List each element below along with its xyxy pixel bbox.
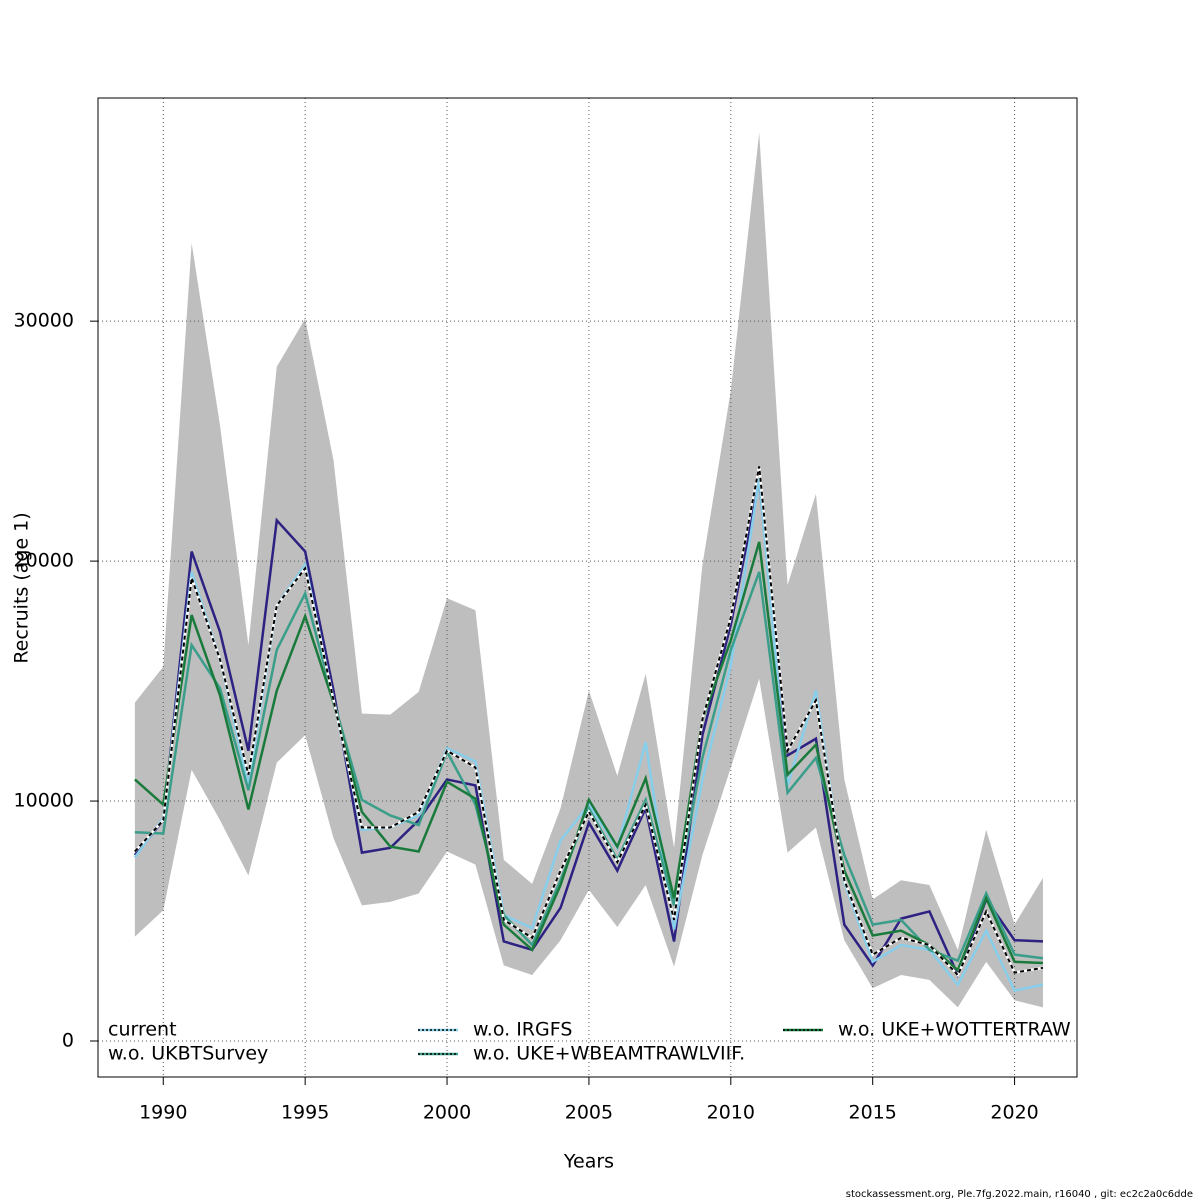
- x-tick-label: 2005: [565, 1102, 613, 1124]
- x-tick-label: 1990: [139, 1102, 187, 1124]
- series-line: [133, 480, 1044, 979]
- x-axis-label: Years: [563, 1151, 614, 1173]
- legend-label: w.o. UKE+WOTTERTRAW: [838, 1019, 1071, 1041]
- series-line: [134, 541, 1044, 973]
- y-tick-label: 0: [62, 1030, 74, 1052]
- y-tick-label: 10000: [14, 790, 74, 812]
- x-tick-label: 2020: [990, 1102, 1038, 1124]
- x-tick-label: 1995: [281, 1102, 329, 1124]
- y-tick-label: 20000: [14, 550, 74, 572]
- legend-label: w.o. IRGFS: [473, 1019, 572, 1041]
- series-line-halo: [133, 466, 1044, 978]
- x-tick-label: 2000: [423, 1102, 471, 1124]
- plot-frame: [97, 97, 1078, 1078]
- x-tick-label: 2015: [849, 1102, 897, 1124]
- y-tick-label: 30000: [14, 310, 74, 332]
- y-axis-label: Recruits (age 1): [11, 512, 33, 663]
- legend-label: w.o. UKBTSurvey: [108, 1043, 268, 1065]
- legend-label: current: [108, 1019, 177, 1041]
- confidence-band: [134, 132, 1043, 1008]
- x-tick-label: 2010: [707, 1102, 755, 1124]
- series-line: [134, 571, 1044, 963]
- legend-label: w.o. UKE+WBEAMTRAWLVIIF.: [473, 1043, 745, 1065]
- footer: stockassessment.org, Ple.7fg.2022.main, …: [846, 1189, 1193, 1200]
